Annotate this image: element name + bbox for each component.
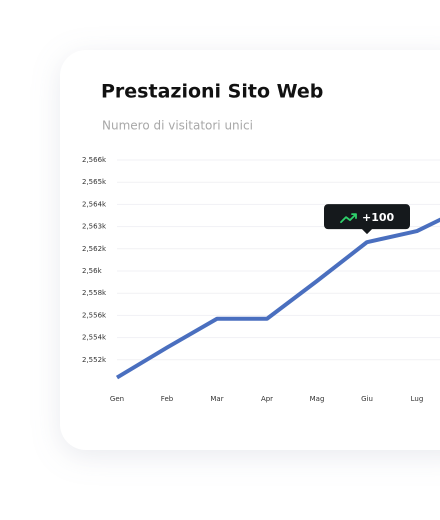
y-tick-label: 2,56k bbox=[82, 267, 103, 275]
x-tick-label: Feb bbox=[161, 395, 174, 403]
x-tick-label: Giu bbox=[361, 395, 373, 403]
y-tick-label: 2,563k bbox=[82, 223, 107, 231]
tooltip-box bbox=[324, 204, 410, 235]
y-tick-label: 2,556k bbox=[82, 311, 107, 319]
y-tick-label: 2,564k bbox=[82, 200, 107, 208]
chart-title: Prestazioni Sito Web bbox=[101, 81, 323, 103]
y-tick-label: 2,566k bbox=[82, 156, 107, 164]
x-tick-label: Mar bbox=[210, 395, 223, 403]
x-tick-label: Apr bbox=[261, 395, 273, 403]
x-tick-label: Lug bbox=[411, 395, 424, 403]
tooltip: +100 bbox=[324, 204, 410, 235]
y-tick-label: 2,562k bbox=[82, 245, 107, 253]
y-tick-label: 2,554k bbox=[82, 334, 107, 342]
x-tick-label: Mag bbox=[310, 395, 325, 403]
card bbox=[60, 50, 440, 450]
y-tick-label: 2,565k bbox=[82, 178, 107, 186]
y-tick-label: 2,558k bbox=[82, 289, 107, 297]
x-tick-label: Gen bbox=[110, 395, 124, 403]
y-tick-label: 2,552k bbox=[82, 356, 107, 364]
chart-subtitle: Numero di visitatori unici bbox=[102, 119, 253, 133]
tooltip-label: +100 bbox=[362, 211, 395, 224]
series-line bbox=[115, 217, 440, 380]
trend-icon bbox=[340, 213, 357, 224]
